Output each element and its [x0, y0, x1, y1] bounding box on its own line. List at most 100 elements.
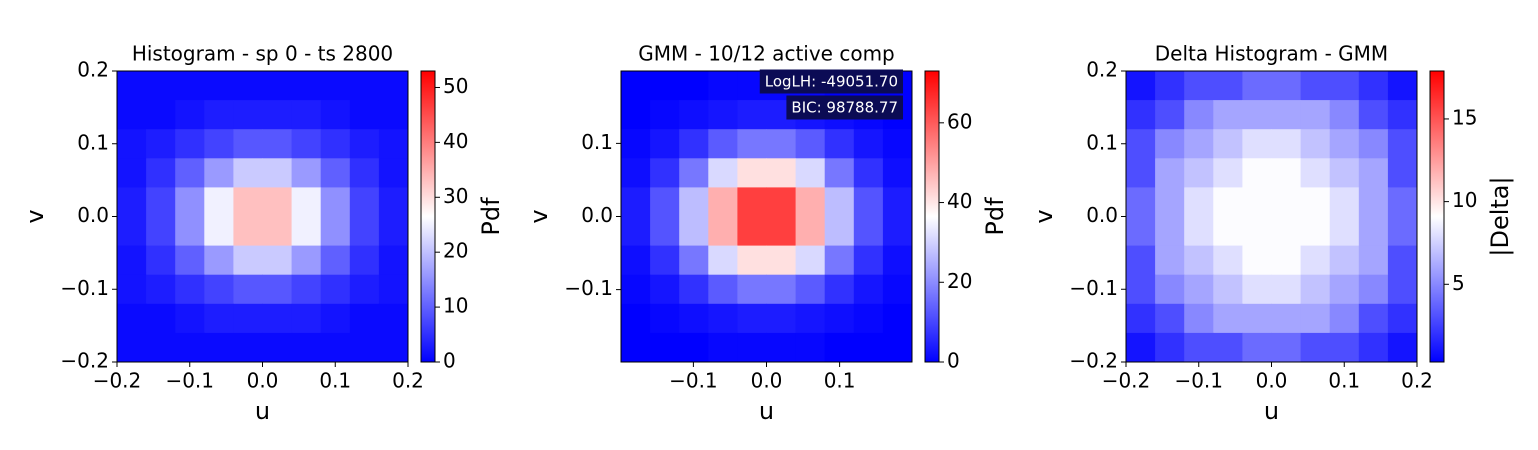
- heatmap-cell: [1155, 245, 1185, 276]
- chart-title: Delta Histogram - GMM: [1155, 42, 1388, 66]
- heatmap-cell: [1329, 129, 1360, 159]
- heatmap-cell: [1300, 274, 1331, 305]
- heatmap-cell: [795, 158, 826, 188]
- x-tick-label: −0.1: [165, 369, 214, 393]
- heatmap-cell: [320, 216, 351, 247]
- heatmap-cell: [795, 129, 826, 159]
- annotation-box: [786, 95, 903, 120]
- y-axis-label: v: [21, 209, 49, 223]
- heatmap-cell: [1387, 332, 1418, 363]
- heatmap-cell: [1242, 187, 1272, 217]
- heatmap-cell: [175, 216, 205, 247]
- heatmap-cell: [853, 216, 884, 247]
- colorbar-tick-label: 50: [443, 74, 468, 98]
- heatmap-cell: [146, 303, 176, 334]
- heatmap-cell: [882, 245, 913, 276]
- heatmap-cell: [737, 332, 767, 363]
- x-tick-label: 0.0: [1256, 369, 1288, 393]
- heatmap-cell: [175, 129, 205, 159]
- heatmap-cell: [737, 274, 767, 305]
- heatmap-cell: [378, 129, 409, 159]
- heatmap-cell: [117, 274, 147, 305]
- heatmap-cell: [1300, 100, 1331, 130]
- x-tick-label: 0.1: [1328, 369, 1360, 393]
- heatmap-cell: [1126, 158, 1156, 188]
- heatmap-cell: [1358, 245, 1389, 276]
- annotation-box: [759, 69, 903, 94]
- heatmap-cell: [1126, 71, 1156, 101]
- colorbar-tick-label: 20: [947, 269, 972, 293]
- heatmap-cell: [1184, 303, 1214, 334]
- heatmap-cell: [349, 158, 380, 188]
- colorbar-label: Pdf: [477, 197, 505, 236]
- heatmap-cell: [204, 71, 234, 101]
- heatmap-cell: [853, 274, 884, 305]
- heatmap-cell: [1242, 303, 1272, 334]
- heatmap-cell: [1358, 274, 1389, 305]
- heatmap-cell: [853, 187, 884, 217]
- heatmap-cell: [1126, 274, 1156, 305]
- heatmap-cell: [1155, 158, 1185, 188]
- heatmap-cell: [737, 303, 767, 334]
- heatmap-cell: [650, 158, 680, 188]
- heatmap-cell: [679, 274, 709, 305]
- heatmap-cell: [766, 158, 797, 188]
- heatmap-cell: [1300, 332, 1331, 363]
- heatmap-cell: [146, 71, 176, 101]
- heatmap-cell: [320, 158, 351, 188]
- heatmap-cell: [291, 274, 322, 305]
- heatmap-cell: [146, 245, 176, 276]
- heatmap-cell: [204, 129, 234, 159]
- heatmap-cell: [795, 245, 826, 276]
- heatmap-cell: [320, 100, 351, 130]
- heatmap-cell: [1271, 129, 1302, 159]
- heatmap-cell: [175, 71, 205, 101]
- heatmap-cell: [679, 158, 709, 188]
- heatmap-cell: [621, 187, 651, 217]
- heatmap-cell: [1184, 129, 1214, 159]
- heatmap-cell: [233, 274, 263, 305]
- heatmap-cell: [708, 158, 738, 188]
- heatmap-cell: [708, 303, 738, 334]
- heatmap-cell: [708, 187, 738, 217]
- heatmap-cell: [1300, 245, 1331, 276]
- heatmap-cell: [853, 245, 884, 276]
- chart-title: Histogram - sp 0 - ts 2800: [132, 42, 393, 66]
- y-tick-label: −0.1: [60, 276, 109, 300]
- heatmap-cell: [824, 303, 855, 334]
- heatmap-cell: [349, 187, 380, 217]
- heatmap-cell: [1242, 245, 1272, 276]
- heatmap-cell: [824, 274, 855, 305]
- heatmap-cell: [1242, 332, 1272, 363]
- heatmap-cell: [262, 303, 293, 334]
- heatmap-cell: [708, 274, 738, 305]
- y-tick-label: 0.1: [77, 130, 109, 154]
- heatmap-cell: [650, 71, 680, 101]
- heatmap-cell: [117, 129, 147, 159]
- heatmap-cell: [1358, 216, 1389, 247]
- heatmap-cell: [882, 129, 913, 159]
- heatmap-cell: [378, 100, 409, 130]
- heatmap-cell: [1184, 332, 1214, 363]
- heatmap-cell: [621, 158, 651, 188]
- heatmap-cell: [766, 129, 797, 159]
- x-tick-label: 0.2: [1401, 369, 1433, 393]
- heatmap-cell: [320, 245, 351, 276]
- heatmap-cell: [349, 274, 380, 305]
- heatmap-cell: [1155, 71, 1185, 101]
- heatmap-cell: [679, 100, 709, 130]
- heatmap-cell: [882, 216, 913, 247]
- y-tick-label: −0.2: [60, 349, 109, 373]
- heatmap-cell: [679, 216, 709, 247]
- heatmap-cell: [146, 187, 176, 217]
- heatmap-cell: [853, 129, 884, 159]
- heatmap-cell: [233, 71, 263, 101]
- heatmap-cell: [1358, 100, 1389, 130]
- heatmap-cell: [204, 216, 234, 247]
- heatmap-cell: [233, 245, 263, 276]
- heatmap-cell: [233, 216, 263, 247]
- heatmap-cell: [1300, 303, 1331, 334]
- heatmap-cell: [233, 158, 263, 188]
- heatmap-cell: [378, 187, 409, 217]
- heatmap-cell: [349, 303, 380, 334]
